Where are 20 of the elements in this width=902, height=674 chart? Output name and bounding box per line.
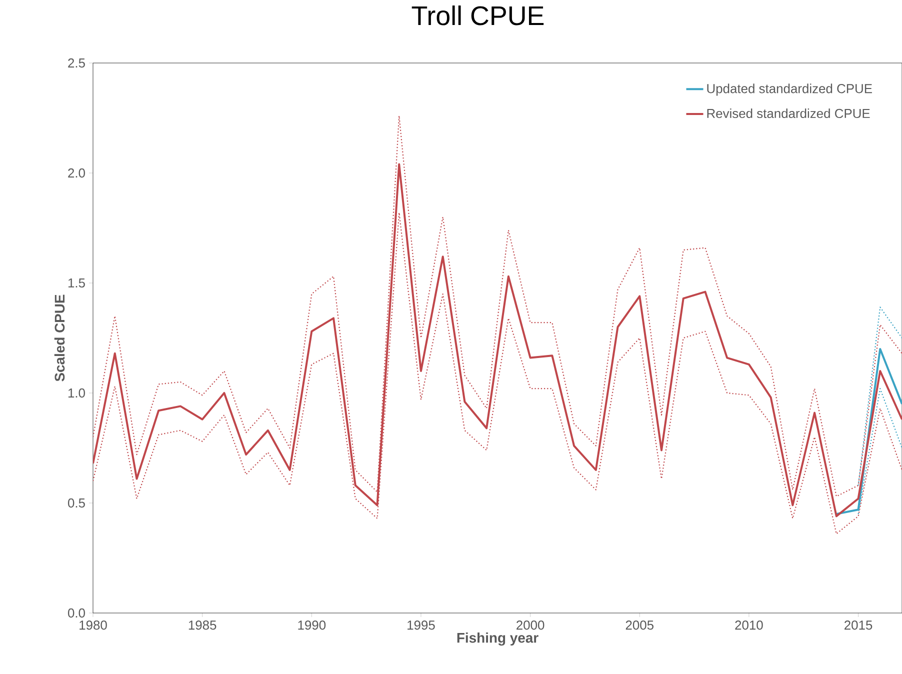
x-tick-label: 1990 xyxy=(298,620,326,630)
y-tick-label: 1.0 xyxy=(68,388,85,398)
x-tick-label: 1995 xyxy=(408,620,435,630)
legend-label: Revised standardized CPUE xyxy=(707,108,870,118)
legend-label: Updated standardized CPUE xyxy=(707,84,872,96)
y-tick-label: 1.5 xyxy=(68,278,85,288)
x-tick-label: 2015 xyxy=(844,620,872,630)
line-series xyxy=(835,348,902,515)
y-tick-label: 0.0 xyxy=(68,608,85,618)
y-axis-title: Scaled CPUE xyxy=(54,294,65,382)
y-tick-label: 0.5 xyxy=(68,498,85,508)
x-axis-title: Fishing year xyxy=(457,632,538,646)
y-tick-label: 2.0 xyxy=(68,168,85,178)
x-tick-label: 1980 xyxy=(80,620,107,630)
x-tick-label: 2000 xyxy=(516,620,544,630)
x-tick-label: 2010 xyxy=(735,620,763,630)
x-tick-label: 2005 xyxy=(626,620,654,630)
chart-title: Troll CPUE xyxy=(412,6,544,26)
y-tick-label: 2.5 xyxy=(68,58,85,68)
x-tick-label: 1985 xyxy=(188,620,216,630)
